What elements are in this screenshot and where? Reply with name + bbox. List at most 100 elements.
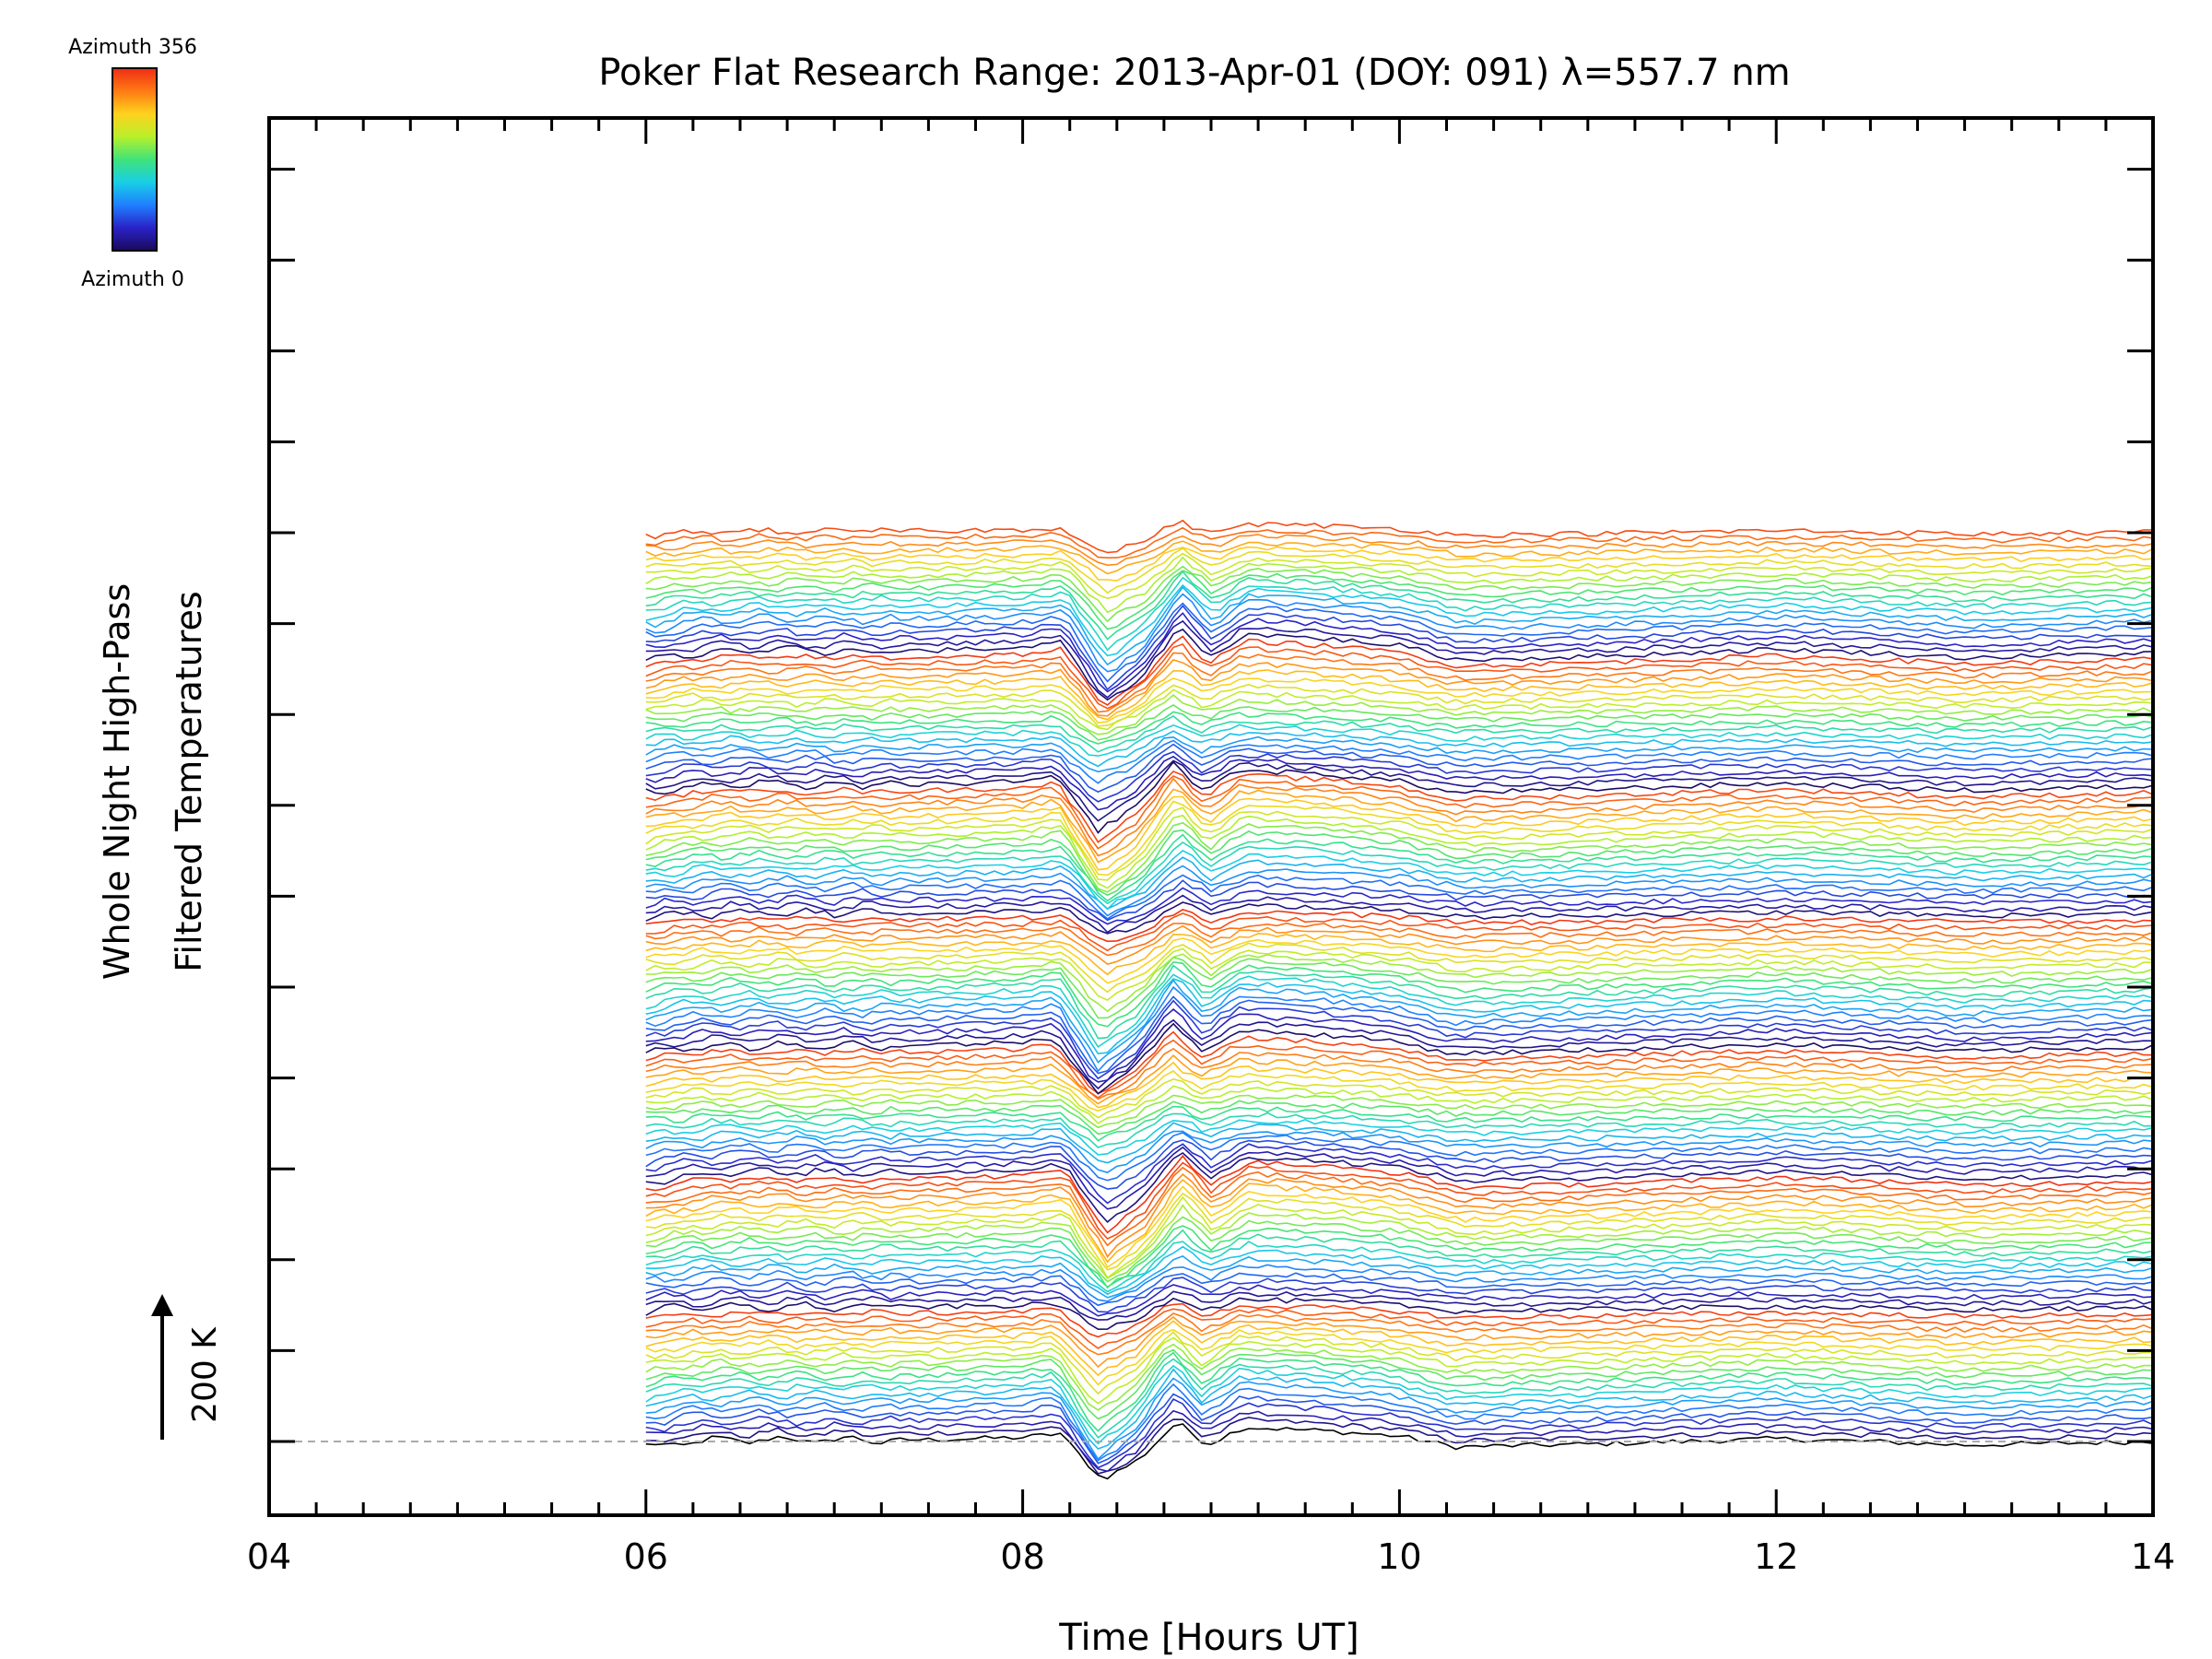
series-line — [645, 730, 2154, 768]
series-line — [645, 1185, 2154, 1269]
series-line — [645, 1264, 2154, 1302]
series-line — [645, 1272, 2154, 1307]
series-line — [645, 985, 2154, 1073]
series-line — [645, 956, 2154, 1019]
series-line — [645, 593, 2154, 673]
series-line — [645, 1397, 2154, 1469]
series-line — [645, 743, 2154, 794]
series-line — [645, 534, 2154, 567]
series-line — [645, 1166, 2154, 1247]
series-line — [645, 1173, 2154, 1258]
series-line — [645, 1331, 2154, 1395]
series-line — [645, 964, 2154, 1040]
series-line — [645, 1320, 2154, 1377]
series-line — [645, 583, 2154, 657]
scale-label: 200 K — [186, 1326, 224, 1423]
series-line — [645, 540, 2154, 575]
chart-title: Poker Flat Research Range: 2013-Apr-01 (… — [598, 52, 1790, 94]
series-line — [645, 759, 2154, 822]
series-line — [645, 1204, 2154, 1279]
series-line — [645, 1423, 2154, 1480]
series-line — [645, 1195, 2154, 1279]
series-line — [645, 1146, 2154, 1210]
series-line — [645, 1229, 2154, 1288]
series-line — [645, 1225, 2154, 1289]
series-line — [645, 552, 2154, 600]
series-line — [645, 1417, 2154, 1475]
series-line — [645, 777, 2154, 857]
series-line — [645, 1112, 2154, 1148]
series-line — [645, 619, 2154, 699]
series-line — [645, 556, 2154, 614]
series-line — [645, 770, 2154, 843]
series-line — [645, 795, 2154, 871]
scale-bar: 200 K — [151, 1294, 224, 1440]
series-line — [645, 894, 2154, 934]
series-line — [645, 735, 2154, 773]
series-line — [645, 874, 2154, 920]
series-line — [645, 546, 2154, 582]
series-line — [645, 933, 2154, 976]
y-axis-label-line1: Whole Night High-Pass — [97, 583, 137, 980]
series-line — [645, 760, 2154, 834]
series-line — [645, 570, 2154, 641]
series-line — [645, 635, 2154, 706]
series-line — [645, 688, 2154, 731]
series-line — [645, 1192, 2154, 1271]
x-tick-labels: 04 06 08 10 12 14 — [247, 1536, 2175, 1577]
series-line — [645, 652, 2154, 713]
x-tick-label: 08 — [1000, 1536, 1044, 1577]
series-line — [645, 1078, 2154, 1119]
series-line — [645, 995, 2154, 1075]
series-line — [645, 1377, 2154, 1461]
series-line — [645, 1155, 2154, 1234]
series-line — [645, 750, 2154, 803]
series-line — [645, 1061, 2154, 1109]
series-line — [645, 960, 2154, 1028]
series-line — [645, 922, 2154, 957]
series-line — [645, 821, 2154, 893]
series-line — [645, 1008, 2154, 1083]
series-line — [645, 1351, 2154, 1432]
colorbar-gradient — [112, 67, 158, 252]
series-line — [645, 1343, 2154, 1411]
colorbar-top-label: Azimuth 356 — [68, 36, 197, 59]
x-tick-label: 12 — [1754, 1536, 1798, 1577]
series-line — [645, 677, 2154, 724]
series-line — [645, 585, 2154, 666]
series-line — [645, 849, 2154, 911]
series-line — [645, 1094, 2154, 1129]
x-tick-label: 10 — [1377, 1536, 1421, 1577]
series-line — [645, 1161, 2154, 1240]
series-line — [645, 1277, 2154, 1313]
series-line — [645, 979, 2154, 1064]
series-line — [645, 669, 2154, 721]
series-line — [645, 1393, 2154, 1465]
series-line — [645, 755, 2154, 811]
series-line — [645, 1130, 2154, 1174]
series-line — [645, 999, 2154, 1080]
series-line — [645, 924, 2154, 965]
x-tick-label: 06 — [624, 1536, 668, 1577]
series-line — [645, 658, 2154, 717]
series-line — [645, 547, 2154, 594]
series-line — [645, 1328, 2154, 1386]
series-line — [645, 565, 2154, 623]
series-line — [645, 1254, 2154, 1299]
series-line — [645, 1358, 2154, 1439]
series-line — [645, 1245, 2154, 1296]
series-line — [645, 841, 2154, 905]
series-line — [645, 978, 2154, 1055]
colorbar: Azimuth 356 Azimuth 0 — [68, 36, 197, 291]
series-line — [645, 1382, 2154, 1462]
series-line — [645, 942, 2154, 994]
series-line — [645, 937, 2154, 984]
series-line — [645, 1139, 2154, 1190]
y-axis-label-line2: Filtered Temperatures — [169, 591, 209, 971]
series-line — [645, 953, 2154, 1013]
series-line — [645, 519, 2154, 554]
series-line — [645, 814, 2154, 889]
series-line — [645, 739, 2154, 784]
